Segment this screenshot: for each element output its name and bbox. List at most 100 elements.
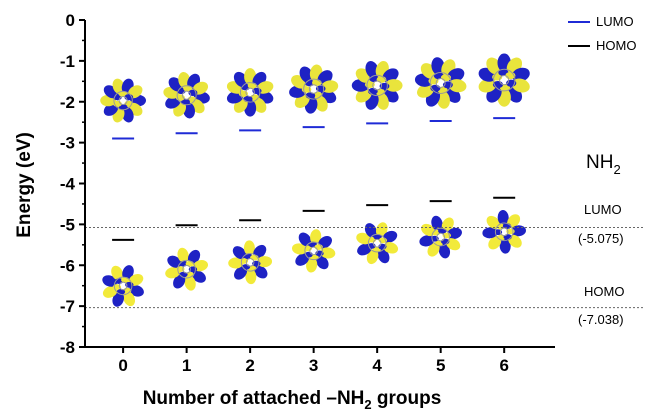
orbital-lobe — [377, 248, 390, 264]
lumo-orbital-image — [289, 64, 339, 114]
orbital-lobe — [314, 95, 328, 112]
orbital-lobe — [167, 255, 182, 268]
carbon-framework — [113, 276, 133, 296]
carbon-framework — [308, 84, 319, 94]
carbon-framework — [429, 71, 452, 94]
y-tick-label: 0 — [66, 11, 75, 30]
orbital-lobe — [112, 291, 124, 307]
ref-lumo-label: LUMO — [584, 202, 622, 217]
orbital-lobe — [187, 249, 201, 265]
homo-orbital-image — [419, 215, 462, 259]
lumo-orbital-image — [100, 78, 147, 123]
x-tick-label: 1 — [182, 356, 191, 375]
orbital-lobe — [448, 79, 467, 93]
orbital-lobe — [431, 57, 445, 76]
orbital-lobe — [366, 249, 379, 265]
orbital-lobe — [178, 71, 191, 89]
y-tick-label: -1 — [60, 52, 75, 71]
x-axis-title-main: Number of attached –NH — [143, 388, 365, 409]
orbital-lobe — [234, 266, 248, 280]
x-axis-title: Number of attached –NH2 groups — [143, 388, 442, 410]
lumo-orbital-image — [226, 68, 274, 117]
homo-orbital-image — [102, 265, 144, 307]
x-tick-label: 0 — [118, 356, 127, 375]
orbital-lobe — [320, 247, 336, 259]
x-tick-label: 2 — [245, 356, 254, 375]
orbital-lobe — [511, 67, 530, 82]
orbital-lobe — [173, 274, 186, 289]
carbon-framework — [492, 68, 516, 92]
orbital-lobe — [503, 234, 512, 240]
carbon-framework — [304, 241, 323, 261]
orbital-lobe — [228, 257, 244, 269]
orbital-lobe — [121, 107, 134, 123]
axes — [79, 19, 555, 353]
orbital-lobe — [510, 225, 526, 237]
orbital-lobe — [253, 244, 267, 259]
orbital-lobe — [298, 232, 312, 247]
carbon-framework — [499, 227, 509, 237]
homo-orbital-image — [356, 222, 399, 265]
orbital-lobe — [441, 217, 454, 232]
x-tick-label: 6 — [499, 356, 508, 375]
orbital-lobe — [356, 232, 372, 245]
lumo-orbital-image — [478, 53, 530, 107]
orbital-lobe — [129, 285, 144, 297]
y-tick-label: -6 — [60, 256, 75, 275]
orbital-lobe — [499, 238, 511, 254]
orbital-lobe — [478, 78, 497, 93]
homo-orbital-image — [482, 210, 526, 254]
carbon-framework — [431, 227, 450, 247]
orbital-lobe — [183, 102, 195, 119]
orbital-lobe — [232, 246, 247, 260]
lumo-orbital-image — [351, 61, 403, 110]
orbital-lobe — [253, 265, 268, 279]
ref-homo-label: HOMO — [584, 284, 624, 299]
y-tick-labels: 0 -1 -2 -3 -4 -5 -6 -7 -8 — [60, 11, 76, 357]
orbital-lobe — [365, 61, 379, 79]
carbon-framework — [240, 252, 260, 272]
carbon-framework — [113, 90, 133, 111]
orbital-lobe — [111, 265, 124, 281]
group-label: NH2 — [586, 152, 621, 177]
carbon-framework — [499, 74, 510, 86]
y-tick-label: -7 — [60, 297, 75, 316]
orbital-lobe — [447, 68, 465, 83]
carbon-framework — [245, 87, 255, 98]
orbital-lobe — [177, 247, 189, 263]
y-axis-title: Energy (eV) — [14, 132, 35, 238]
energy-level-marks — [112, 117, 516, 241]
orbital-lobe — [183, 85, 193, 92]
x-axis-title-subscript: 2 — [364, 397, 371, 410]
y-tick-label: -4 — [60, 175, 76, 194]
orbital-lobe — [383, 242, 399, 254]
lumo-orbital-image — [163, 71, 210, 119]
orbital-lobe — [291, 243, 308, 255]
orbital-lobe — [181, 98, 191, 106]
orbital-lobe — [256, 256, 273, 268]
ref-lumo-value: (-5.075) — [578, 231, 624, 246]
legend: LUMO HOMO — [568, 14, 636, 53]
carbon-framework — [303, 78, 325, 100]
orbital-lobe — [310, 229, 322, 245]
orbital-lobe — [511, 78, 530, 93]
x-tick-label: 5 — [436, 356, 445, 375]
orbital-lobe — [299, 66, 314, 83]
x-tick-label: 3 — [309, 356, 318, 375]
carbon-framework — [494, 222, 514, 242]
orbital-lobe — [102, 275, 118, 287]
orbital-lobe — [384, 79, 403, 92]
orbital-lobe — [436, 90, 450, 109]
x-tick-label: 4 — [372, 356, 382, 375]
y-tick-label: -3 — [60, 134, 75, 153]
orbital-lobe — [191, 270, 206, 283]
carbon-framework — [176, 85, 197, 106]
carbon-framework — [182, 264, 191, 274]
orbital-lobe — [375, 92, 389, 110]
orbital-lobe — [482, 227, 498, 239]
orbital-lobe — [321, 80, 339, 93]
legend-lumo-label: LUMO — [596, 14, 634, 29]
carbon-framework — [118, 281, 128, 291]
y-tick-label: -5 — [60, 215, 75, 234]
